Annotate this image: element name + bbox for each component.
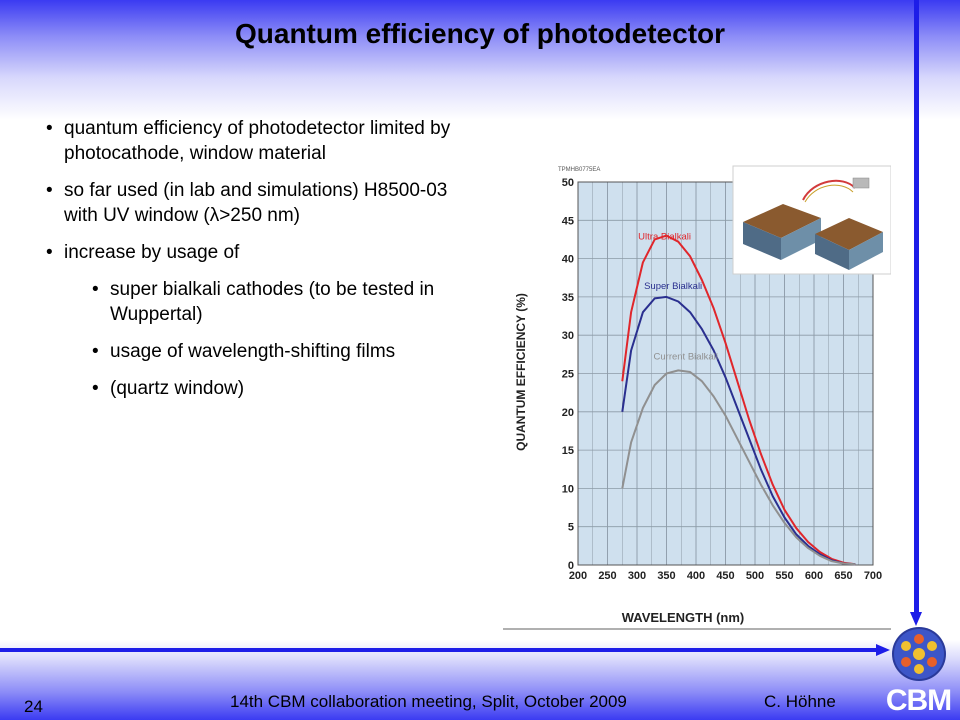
series-label: Current Bialkali	[654, 352, 718, 363]
series-line-super-bialkali	[621, 295, 856, 566]
bullet-item: so far used (in lab and simulations) H85…	[46, 178, 486, 228]
vertical-accent-line	[914, 0, 919, 616]
y-tick-label: 40	[562, 254, 574, 266]
bottom-gradient-band	[0, 640, 960, 720]
x-tick-label: 300	[628, 570, 646, 582]
y-tick-label: 35	[562, 292, 574, 304]
y-tick-label: 5	[568, 522, 574, 534]
y-tick-label: 10	[562, 483, 574, 495]
arrow-down-icon	[910, 612, 922, 626]
sub-bullet-item: usage of wavelength-shifting films	[92, 339, 486, 364]
slide-title: Quantum efficiency of photodetector	[234, 18, 726, 49]
x-tick-label: 450	[716, 570, 734, 582]
x-tick-label: 650	[834, 570, 852, 582]
y-axis-label: QUANTUM EFFICIENCY (%)	[514, 293, 528, 451]
x-tick-label: 250	[598, 570, 616, 582]
quantum-efficiency-chart: TPMHB0775EA 200 250 300 350 400 450 500 550 600 6…	[503, 160, 891, 630]
y-tick-label: 0	[568, 560, 574, 572]
page-number: 24	[24, 697, 43, 716]
plot-frame	[577, 181, 874, 566]
y-tick-label: 50	[562, 177, 574, 189]
series-line-current-bialkali	[621, 369, 856, 566]
y-tick-label: 30	[562, 330, 574, 342]
series-label: Super Bialkali	[644, 281, 702, 292]
logo-text: CBM	[885, 684, 952, 717]
y-tick-label: 20	[562, 407, 574, 419]
y-tick-label: 15	[562, 445, 574, 457]
bullet-item: quantum efficiency of photodetector limi…	[46, 116, 486, 166]
sub-bullet-item: super bialkali cathodes (to be tested in…	[92, 277, 486, 327]
x-tick-label: 600	[805, 570, 823, 582]
x-tick-label: 350	[657, 570, 675, 582]
series-label: Ultra Bialkali	[638, 231, 691, 242]
chart-bottom-rule	[503, 628, 891, 630]
x-tick-label: 500	[746, 570, 764, 582]
x-tick-label: 200	[569, 570, 587, 582]
footer-meeting: 14th CBM collaboration meeting, Split, O…	[230, 692, 627, 711]
horizontal-accent-line	[0, 648, 880, 652]
photomultiplier-photo	[732, 165, 891, 275]
bullet-item: increase by usage of	[46, 240, 486, 265]
cbm-logo	[892, 627, 946, 681]
series-line-ultra-bialkali	[621, 234, 856, 566]
arrow-right-icon	[876, 644, 890, 656]
x-tick-label: 700	[864, 570, 882, 582]
x-tick-label: 400	[687, 570, 705, 582]
footer-author: C. Höhne	[764, 692, 836, 711]
chart-ref-code: TPMHB0775EA	[558, 167, 600, 173]
x-tick-label: 550	[775, 570, 793, 582]
top-gradient-band	[0, 0, 960, 120]
x-axis-label: WAVELENGTH (nm)	[622, 610, 745, 625]
y-tick-label: 45	[562, 215, 574, 227]
bullet-list: quantum efficiency of photodetector limi…	[46, 116, 486, 413]
sub-bullet-item: (quartz window)	[92, 376, 486, 401]
y-tick-label: 25	[562, 369, 574, 381]
